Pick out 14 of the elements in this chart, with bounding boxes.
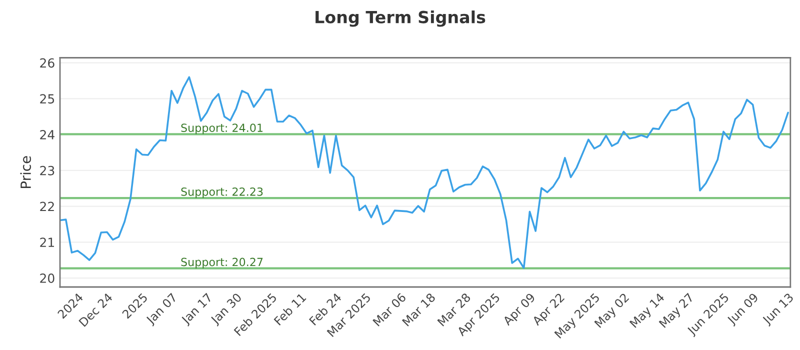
y-tick-label: 21: [40, 238, 54, 247]
chart-title: Long Term Signals: [316, 10, 486, 27]
y-tick-label: 24: [40, 130, 54, 140]
y-axis-title: Price: [20, 156, 31, 188]
x-tick-label: Jun 13: [761, 292, 796, 327]
ref-line-label: Support: 24.01: [181, 124, 262, 134]
y-tick-label: 26: [40, 58, 54, 68]
y-tick-label: 23: [40, 166, 54, 176]
ref-line-label: Support: 22.23: [181, 187, 263, 198]
ref-line-label: Support: 20.27: [181, 258, 263, 268]
y-tick-label: 20: [40, 274, 54, 283]
y-tick-label: 22: [40, 202, 54, 212]
y-tick-label: 25: [40, 94, 54, 104]
line-series: [60, 76, 789, 269]
